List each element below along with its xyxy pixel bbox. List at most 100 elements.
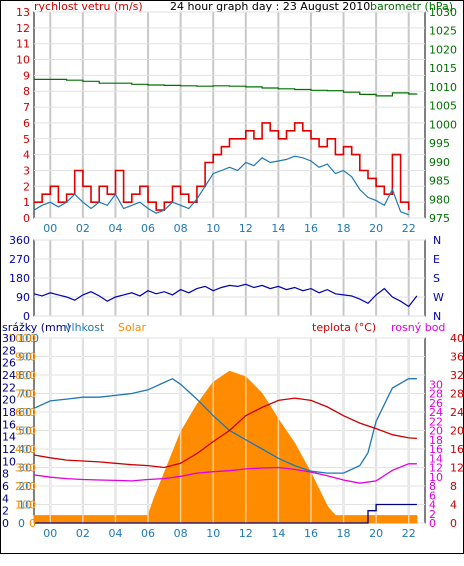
hour-tick-label: 12 [239,222,253,235]
temperature-tick-label: 4 [450,499,457,512]
hour-tick-label: 14 [271,527,285,540]
temperature-tick-label: 0 [450,517,457,530]
rain-tick-label: 16 [2,418,16,431]
temperature-tick-label: 32 [450,369,464,382]
hour-tick-label: 06 [141,527,155,540]
dew-point-tick-label: 26 [429,397,443,410]
solar-tick-label: 900 [15,351,36,364]
pressure-tick-label: 1010 [429,81,457,94]
chart-title: 24 hour graph day : 23 August 2010 [170,0,370,13]
hour-tick-label: 02 [76,527,90,540]
dew-point-tick-label: 20 [429,425,443,438]
humidity-tick-label: 80 [18,369,32,382]
solar-tick-label: 500 [15,425,36,438]
series-temperature [33,397,417,469]
hour-tick-label: 18 [337,527,351,540]
dew-point-axis-label: rosný bod [391,321,445,334]
compass-tick-label: N [433,310,441,323]
solar-tick-label: 700 [15,388,36,401]
rain-tick-label: 8 [2,468,9,481]
hour-tick-label: 22 [402,527,416,540]
dew-point-tick-label: 8 [429,480,436,493]
solar-axis-label: Solar [118,321,147,334]
hour-tick-label: 10 [206,222,220,235]
compass-tick-label: S [433,272,440,285]
humidity-tick-label: 10 [18,499,32,512]
humidity-tick-label: 90 [18,351,32,364]
direction-degree-ticks: 0 90 180 270 360 [9,234,30,323]
solar-tick-label: 0 [29,517,36,530]
pressure-tick-label: 1020 [429,43,457,56]
hour-tick-label: 16 [304,527,318,540]
wind-speed-tick-label: 12 [16,22,30,35]
compass-tick-label: W [433,291,444,304]
hour-tick-label: 10 [206,527,220,540]
humidity-tick-label: 50 [18,425,32,438]
wind-speed-tick-label: 2 [23,180,30,193]
rain-tick-label: 22 [2,381,16,394]
pressure-tick-label: 1030 [429,6,457,19]
hour-tick-label: 20 [369,527,383,540]
direction-degree-tick-label: 90 [16,291,30,304]
humidity-tick-label: 70 [18,388,32,401]
pressure-tick-label: 985 [429,175,450,188]
wind-speed-tick-label: 5 [23,133,30,146]
humidity-tick-label: 100 [18,332,39,345]
hour-tick-label: 22 [402,222,416,235]
solar-tick-label: 800 [15,369,36,382]
dew-point-tick-label: 12 [429,462,443,475]
climate-panel-hour-ticks: 00 02 04 06 08 10 12 14 16 18 20 22 [43,527,415,540]
humidity-tick-label: 60 [18,406,32,419]
dew-point-tick-label: 22 [429,415,443,428]
hour-tick-label: 16 [304,222,318,235]
compass-tick-label: N [433,234,441,247]
hour-tick-label: 12 [239,527,253,540]
dew-point-tick-label: 10 [429,471,443,484]
dew-point-tick-label: 2 [429,508,436,521]
hour-tick-label: 04 [108,222,122,235]
pressure-axis-label: barometr (hPa) [370,0,453,13]
dew-point-tick-label: 24 [429,406,443,419]
wind-speed-tick-label: 8 [23,85,30,98]
direction-panel-grid [34,239,425,317]
hour-tick-label: 06 [141,222,155,235]
rain-tick-label: 24 [2,369,16,382]
temperature-tick-label: 40 [450,332,464,345]
wind-panel-plot-area [33,11,426,219]
solar-tick-label: 200 [15,480,36,493]
wind-speed-tick-label: 7 [23,101,30,114]
temperature-axis-label: teplota (°C) [312,321,376,334]
wind-speed-axis-label: rychlost vetru (m/s) [34,0,143,13]
pressure-tick-label: 975 [429,212,450,225]
hour-tick-label: 14 [271,222,285,235]
climate-panel-series [33,338,418,524]
temperature-tick-label: 12 [450,462,464,475]
hour-tick-label: 04 [108,527,122,540]
solar-tick-label: 300 [15,462,36,475]
pressure-ticks: 975 980 985 990 995 1000 1005 1010 1015 1020 1025 1… [429,6,457,225]
dew-point-tick-label: 0 [429,517,436,530]
pressure-tick-label: 995 [429,137,450,150]
hour-tick-label: 02 [76,222,90,235]
rain-tick-label: 20 [2,394,16,407]
solar-tick-label: 1000 [8,332,36,345]
wind-speed-tick-label: 0 [23,212,30,225]
rain-tick-label: 28 [2,344,16,357]
wind-speed-tick-label: 11 [16,38,30,51]
temperature-tick-label: 16 [450,443,464,456]
humidity-tick-label: 0 [18,517,25,530]
series-average [33,155,409,216]
rain-tick-label: 26 [2,357,16,370]
wind-speed-tick-label: 6 [23,117,30,130]
pressure-tick-label: 1025 [429,25,457,38]
dew-point-tick-label: 6 [429,489,436,502]
temperature-tick-label: 8 [450,480,457,493]
rain-tick-label: 10 [2,455,16,468]
hour-tick-label: 08 [174,527,188,540]
compass-tick-label: E [433,253,440,266]
pressure-tick-label: 1000 [429,118,457,131]
